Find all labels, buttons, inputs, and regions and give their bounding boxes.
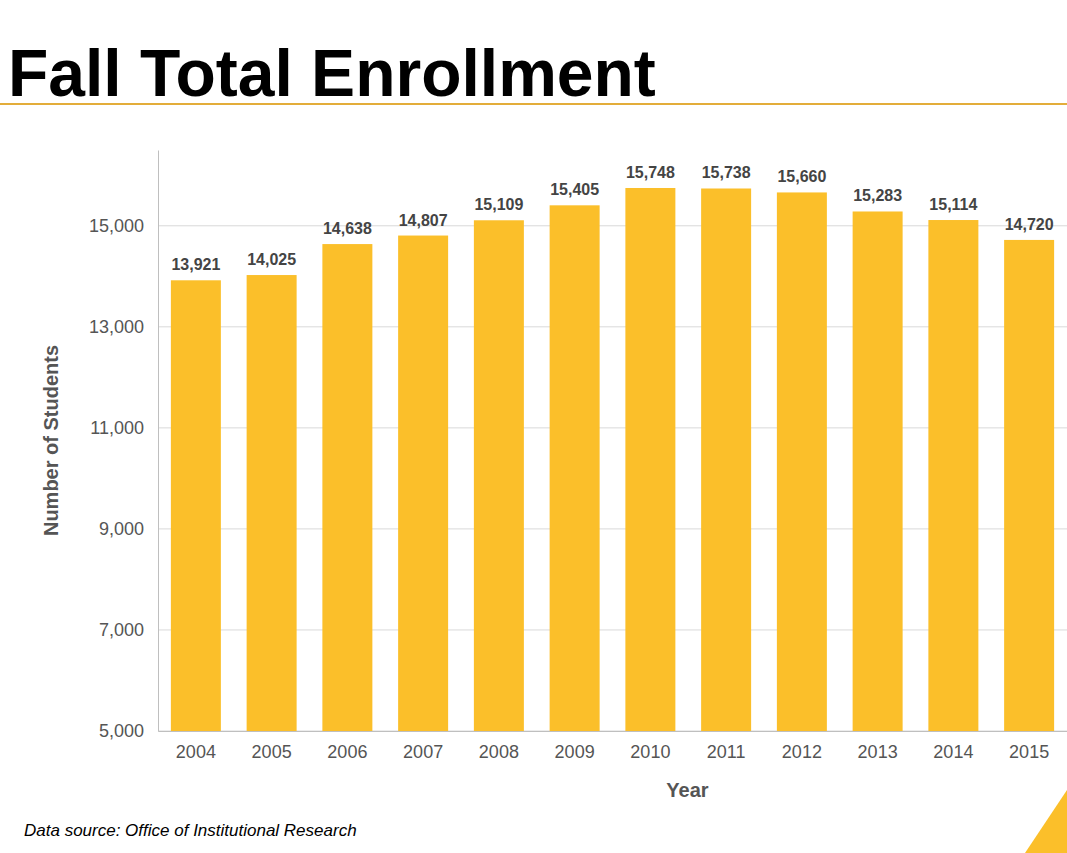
bar [701,188,751,731]
x-tick-label: 2006 [327,742,367,762]
data-label: 14,720 [1005,216,1054,233]
y-tick-label: 11,000 [90,418,144,438]
y-tick: 7,000 [99,620,158,640]
title-underline [0,103,1067,105]
x-tick: 2012 [782,731,822,762]
bar [171,280,221,731]
y-tick-label: 7,000 [99,620,144,640]
x-tick: 2015 [1009,731,1049,762]
x-tick-label: 2007 [403,742,443,762]
bar [853,211,903,731]
x-tick: 2005 [252,731,292,762]
x-tick: 2010 [630,731,670,762]
y-tick: 15,000 [89,216,158,236]
x-tick-label: 2012 [782,742,822,762]
x-axis: 2004 2005 2006 2007 2008 2009 2010 2011 2012 2013… [159,731,1067,762]
data-label: 13,921 [171,256,220,273]
x-axis-line [159,731,1067,732]
x-tick: 2008 [479,731,519,762]
data-label: 15,405 [550,181,599,198]
source: Data source: Office of Institutional Res… [24,821,357,840]
y-tick: 11,000 [90,418,158,438]
y-axis-title: Number of Students [40,345,62,536]
data-label: 15,660 [777,168,826,185]
x-tick: 2009 [555,731,595,762]
x-axis-title: Year [666,779,708,801]
x-tick-label: 2011 [707,742,746,762]
data-label: 14,025 [247,251,296,268]
x-tick: 2011 [707,731,746,762]
bar [928,220,978,731]
bar [322,244,372,731]
data-label: 15,109 [474,196,523,213]
y-tick-label: 5,000 [99,721,144,741]
bar [398,236,448,731]
x-tick-label: 2015 [1009,742,1049,762]
bar [247,275,297,731]
x-tick: 2014 [933,731,973,762]
data-label: 14,638 [323,220,372,237]
data-label: 15,114 [929,196,977,213]
bar [625,188,675,731]
x-tick-label: 2013 [858,742,898,762]
x-tick-label: 2005 [252,742,292,762]
y-axis-line [158,151,159,732]
y-tick: 9,000 [99,519,158,539]
bar [777,192,827,731]
x-tick-label: 2004 [176,742,216,762]
bars [171,188,1054,731]
bar [1004,240,1054,731]
x-tick-label: 2014 [933,742,973,762]
bar [550,205,600,731]
data-label: 14,807 [399,212,448,229]
x-tick: 2004 [176,731,216,762]
x-tick-label: 2008 [479,742,519,762]
x-tick-label: 2009 [555,742,595,762]
chart: Fall Total Enrollment 5,000 7,000 9,000 11,0… [0,0,1067,853]
y-tick: 13,000 [89,317,158,337]
y-tick: 5,000 [99,721,158,741]
bar [474,220,524,731]
data-label: 15,738 [702,164,751,181]
data-label: 15,283 [853,187,902,204]
data-label: 15,748 [626,164,675,181]
x-tick: 2013 [858,731,898,762]
x-tick-label: 2010 [630,742,670,762]
y-tick-label: 15,000 [89,216,144,236]
y-axis: 5,000 7,000 9,000 11,000 13,000 15,000 [89,151,159,742]
data-labels: 13,921 14,025 14,638 14,807 15,109 15,405 15,7… [171,164,1053,273]
x-tick: 2006 [327,731,367,762]
y-tick-label: 13,000 [89,317,144,337]
y-tick-label: 9,000 [99,519,144,539]
title: Fall Total Enrollment [8,36,656,110]
corner-decoration [1025,790,1067,853]
x-tick: 2007 [403,731,443,762]
